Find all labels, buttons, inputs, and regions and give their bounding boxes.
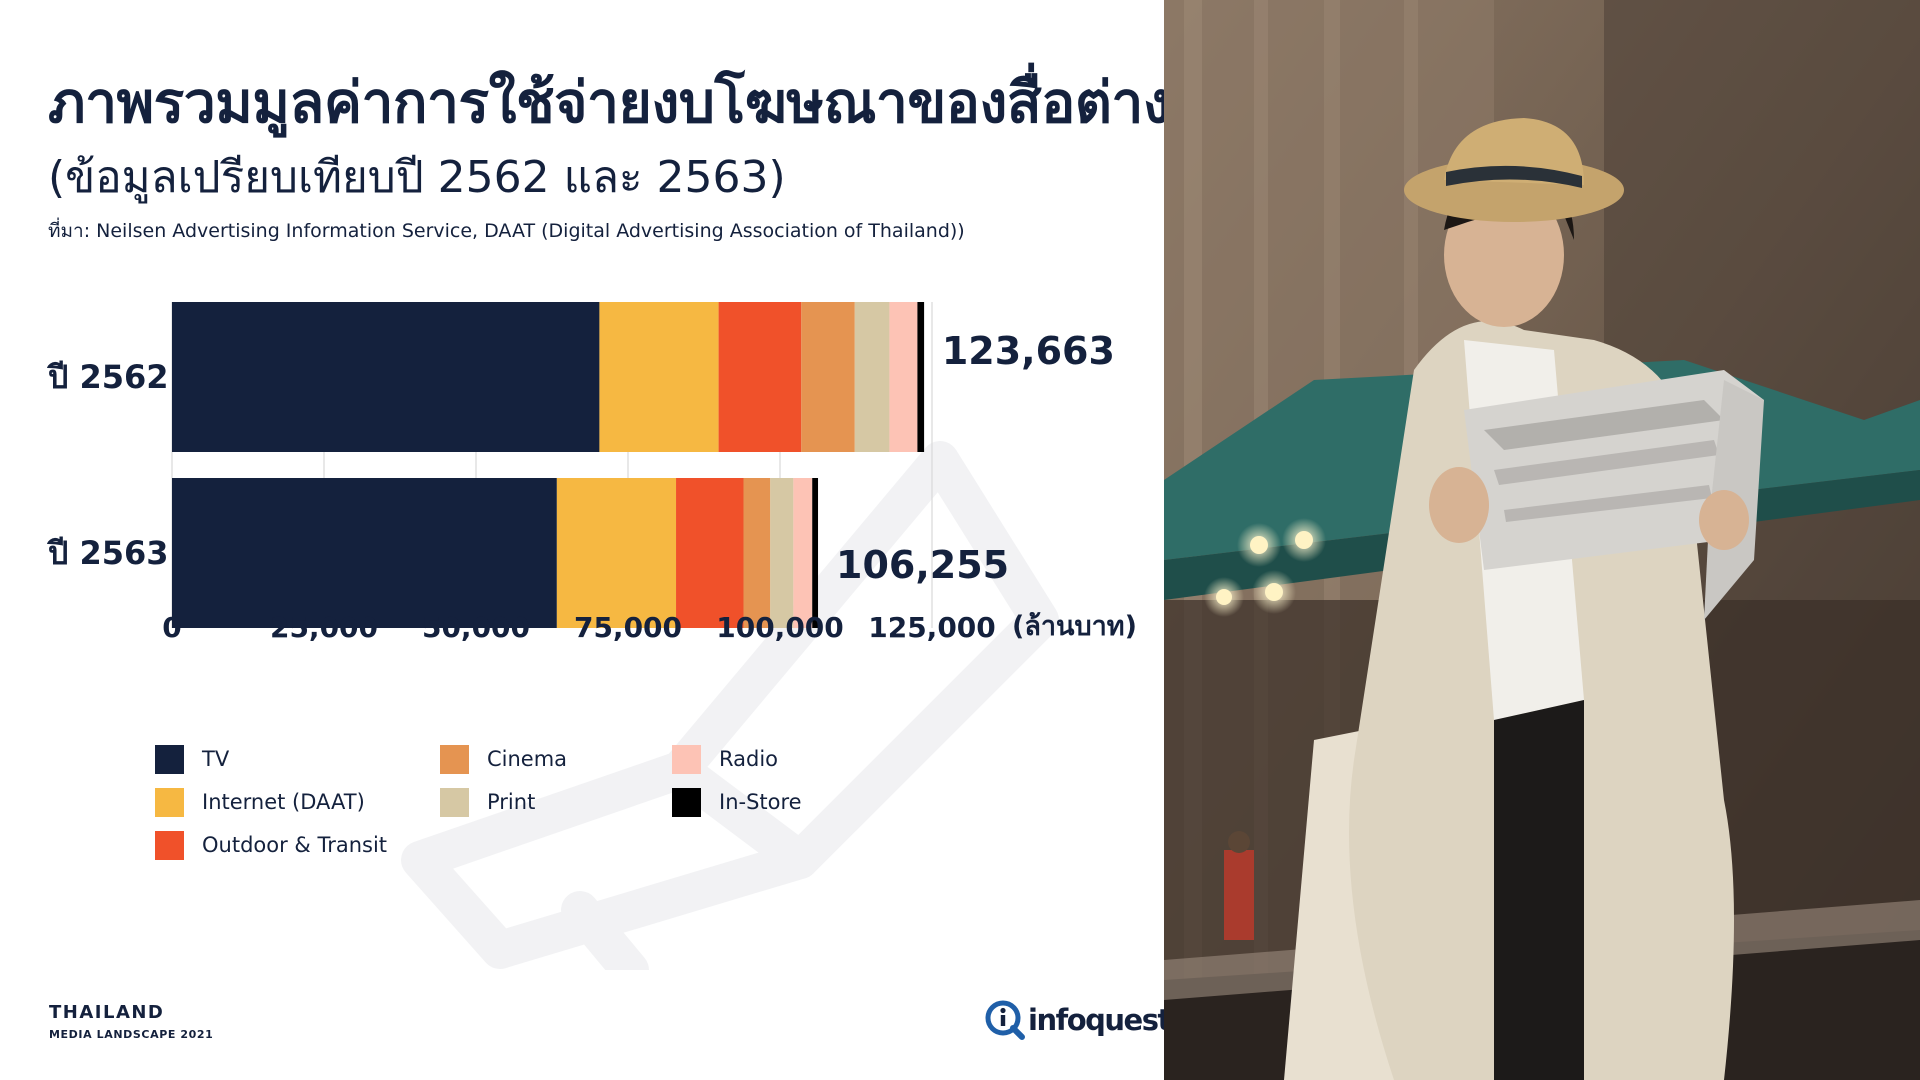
bar-segment [599,302,719,452]
legend-item-print: Print [440,787,535,817]
category-label: ปี 2563 [46,534,168,572]
page-title: ภาพรวมมูลค่าการใช้จ่ายงบโฆษณาของสื่อต่าง… [48,70,1164,136]
chart-legend: TV Internet (DAAT) Outdoor & Transit Cin… [155,744,975,874]
hero-photo [1164,0,1920,1080]
bar-segment [793,478,813,628]
infoquest-logo: infoquest [984,998,1164,1042]
bar-segment [917,302,925,452]
bar-segment [854,302,890,452]
total-label: 123,663 [942,329,1115,373]
footer-country: THAILAND [49,1002,165,1023]
legend-label: Cinema [487,747,568,771]
legend-item-radio: Radio [672,744,778,774]
legend-swatch [155,787,184,817]
legend-label: In-Store [719,790,802,814]
x-tick-label: 50,000 [422,611,530,644]
x-tick-label: 25,000 [270,611,378,644]
bar-segment [718,302,802,452]
bar-segment [889,302,918,452]
legend-item-tv: TV [155,744,229,774]
legend-label: Radio [719,747,779,771]
legend-item-outdoor: Outdoor & Transit [155,830,387,860]
legend-label: TV [202,747,230,771]
legend-swatch [440,744,469,774]
legend-item-instore: In-Store [672,787,802,817]
page-subtitle: (ข้อมูลเปรียบเทียบปี 2562 และ 2563) [48,152,786,203]
x-tick-label: 100,000 [716,611,844,644]
x-tick-label: 75,000 [574,611,682,644]
legend-swatch [440,787,469,817]
man-reading-newspaper-photo [1164,0,1920,1080]
stacked-bar-chart: ปี 2562 123,663 ปี 2563 106,255 0 25,000 50,00… [46,302,1137,644]
total-label: 106,255 [836,543,1009,587]
legend-label: Outdoor & Transit [202,833,388,857]
legend-item-cinema: Cinema [440,744,567,774]
category-label: ปี 2562 [46,358,168,396]
footer-subtitle: MEDIA LANDSCAPE 2021 [49,1028,214,1041]
brand-name: infoquest [1028,1003,1164,1037]
infoquest-logo-icon [985,1000,1025,1040]
bar-segment [801,302,855,452]
legend-label: Print [487,790,536,814]
bar-segment [770,478,794,628]
bar-segment [812,478,819,628]
bar-segment [676,478,744,628]
legend-swatch [672,787,701,817]
legend-swatch [672,744,701,774]
legend-label: Internet (DAAT) [202,790,365,814]
legend-swatch [155,744,184,774]
bar-segment [172,302,600,452]
x-tick-label: 125,000 [868,611,996,644]
bar-segment [172,478,557,628]
bar-segment [743,478,771,628]
bar-segment [556,478,677,628]
legend-item-internet: Internet (DAAT) [155,787,365,817]
slide-content: ภาพรวมมูลค่าการใช้จ่ายงบโฆษณาของสื่อต่าง… [46,70,1164,1042]
x-tick-label: 0 [162,611,181,644]
x-axis-unit: (ล้านบาท) [1012,611,1137,642]
source-note: ที่มา: Neilsen Advertising Information S… [48,220,965,242]
legend-swatch [155,830,184,860]
